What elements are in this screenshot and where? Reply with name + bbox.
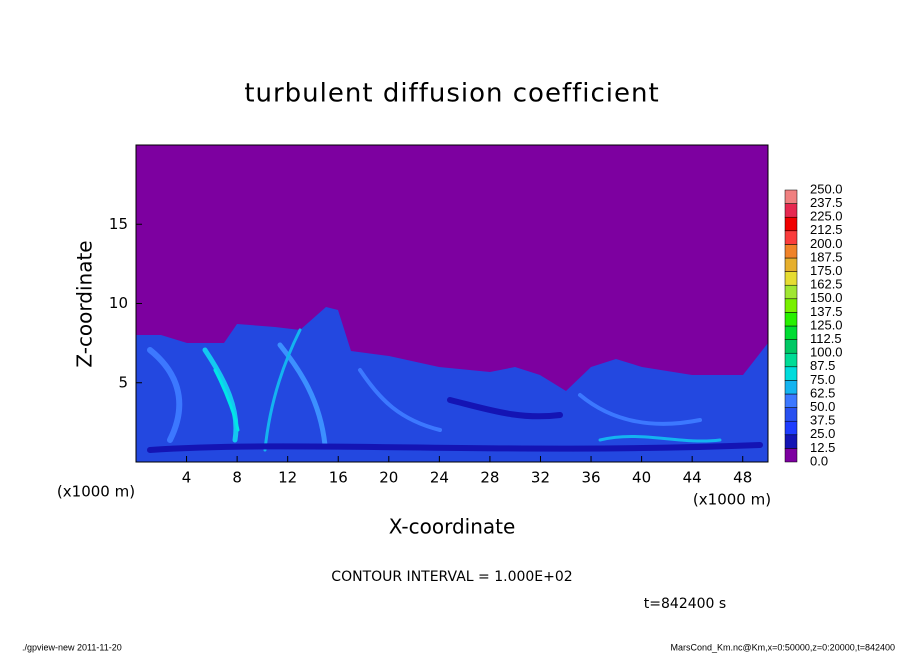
x-tick-label: 12: [278, 469, 297, 487]
x-tick-label: 8: [232, 469, 242, 487]
x-tick-label: 32: [531, 469, 550, 487]
colorbar-label: 250.0: [810, 181, 843, 196]
colorbar-label: 225.0: [810, 209, 843, 224]
colorbar-box: [784, 434, 798, 449]
colorbar-label: 100.0: [810, 345, 843, 360]
colorbar-box: [784, 257, 798, 272]
y-axis-label: Z-coordinate: [73, 240, 97, 367]
colorbar-label: 200.0: [810, 236, 843, 251]
field-streaks: [147, 328, 763, 453]
x-tick-label: 24: [430, 469, 449, 487]
x-tick-label: 28: [480, 469, 499, 487]
colorbar-label: 87.5: [810, 358, 835, 373]
colorbar-label: 25.0: [810, 426, 835, 441]
colorbar-box: [784, 380, 798, 395]
colorbar-box: [784, 230, 798, 245]
footer-right: MarsCond_Km.nc@Km,x=0:50000,z=0:20000,t=…: [670, 642, 895, 652]
colorbar-label: 212.5: [810, 222, 843, 237]
colorbar-box: [784, 393, 798, 408]
colorbar-box: [784, 448, 798, 463]
contour-interval: CONTOUR INTERVAL = 1.000E+02: [331, 569, 572, 585]
colorbar-label: 37.5: [810, 413, 835, 428]
y-tick-label: 15: [109, 215, 128, 233]
colorbar-box: [784, 352, 798, 368]
colorbar-label: 50.0: [810, 399, 835, 414]
colorbar-box: [784, 203, 798, 218]
colorbar-label: 0.0: [810, 453, 828, 468]
colorbar-label: 112.5: [810, 331, 842, 346]
x-tick-label: 4: [182, 469, 192, 487]
colorbar-label: 125.0: [810, 317, 843, 332]
y-tick-label: 5: [118, 373, 128, 391]
colorbar-label: 187.5: [810, 249, 843, 264]
x-tick-label: 36: [581, 469, 600, 487]
colorbar-label: 150.0: [810, 290, 843, 305]
colorbar-box: [784, 216, 798, 232]
chart-title: turbulent diffusion coefficient: [244, 79, 659, 109]
colorbar-box: [784, 420, 798, 436]
colorbar-box: [784, 407, 798, 422]
x-tick-label: 20: [379, 469, 398, 487]
colorbar-label: 137.5: [810, 304, 843, 319]
colorbar-box: [784, 339, 798, 354]
x-tick-label: 16: [329, 469, 348, 487]
x-tick-label: 44: [683, 469, 702, 487]
x-tick-label: 40: [632, 469, 651, 487]
x-tick-label: 48: [733, 469, 752, 487]
colorbar-label: 75.0: [810, 372, 835, 387]
colorbar-box: [784, 298, 798, 313]
footer-left: ./gpview-new 2011-11-20: [22, 642, 122, 652]
colorbar-box: [784, 189, 798, 204]
colorbar-label: 12.5: [810, 440, 835, 455]
x-axis-label: X-coordinate: [389, 515, 516, 539]
y-unit: (x1000 m): [57, 483, 135, 501]
field: [136, 145, 768, 462]
colorbar-label: 62.5: [810, 385, 835, 400]
colorbar-box: [784, 271, 798, 286]
colorbar-box: [784, 244, 798, 259]
x-unit: (x1000 m): [693, 491, 771, 509]
y-tick-label: 10: [109, 294, 128, 312]
colorbar-box: [784, 312, 798, 327]
colorbar-box: [784, 284, 798, 300]
colorbar-box: [784, 366, 798, 381]
colorbar-label: 162.5: [810, 277, 843, 292]
colorbar-label: 175.0: [810, 263, 843, 278]
time-label: t=842400 s: [644, 596, 726, 612]
colorbar-label: 237.5: [810, 195, 843, 210]
colorbar-box: [784, 325, 798, 340]
